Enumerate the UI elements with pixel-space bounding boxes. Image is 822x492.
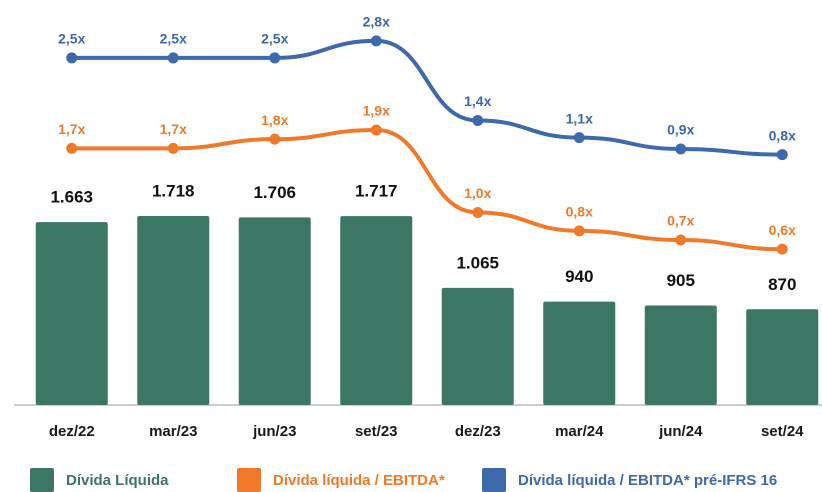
- point-label: 1,8x: [261, 112, 288, 128]
- legend-swatch: [237, 468, 261, 492]
- bar-label: 1.663: [50, 188, 93, 207]
- bar-label: 1.065: [456, 253, 499, 272]
- x-tick-label: mar/23: [149, 423, 197, 440]
- bar-label: 870: [768, 275, 796, 294]
- bar: [35, 222, 108, 405]
- legend-label: Dívida líquida / EBITDA* pré-IFRS 16: [518, 472, 777, 489]
- point-label: 2,5x: [160, 31, 187, 47]
- point: [269, 52, 281, 64]
- bar-label: 1.706: [253, 183, 296, 202]
- bar: [746, 309, 819, 405]
- legend-swatch: [30, 468, 54, 492]
- line: [71, 38, 783, 157]
- point-label: 2,5x: [261, 31, 288, 47]
- point: [167, 52, 179, 64]
- point: [675, 143, 687, 155]
- point-label: 2,5x: [58, 31, 85, 47]
- x-tick-label: jun/23: [252, 423, 296, 440]
- point-label: 0,7x: [667, 213, 694, 229]
- x-tick-label: set/24: [761, 423, 804, 440]
- legend-label: Dívida Líquida: [66, 472, 169, 489]
- point: [573, 132, 585, 144]
- point-label: 1,1x: [566, 110, 593, 126]
- point: [776, 243, 788, 255]
- bar: [340, 216, 413, 405]
- point: [370, 124, 382, 136]
- bar-label: 1.718: [152, 182, 195, 201]
- point-label: 1,7x: [58, 121, 85, 137]
- point: [66, 52, 78, 64]
- bar-label: 940: [565, 267, 593, 286]
- point: [573, 225, 585, 237]
- bar: [137, 216, 210, 405]
- point: [675, 234, 687, 246]
- point-label: 0,9x: [667, 122, 694, 138]
- x-tick-label: dez/23: [455, 423, 501, 440]
- point-label: 1,7x: [160, 121, 187, 137]
- x-tick-label: jun/24: [658, 423, 703, 440]
- line: [71, 127, 783, 252]
- bar: [441, 287, 514, 405]
- bar: [238, 217, 311, 405]
- point-label: 0,8x: [769, 127, 796, 143]
- bar-label: 1.717: [355, 182, 398, 201]
- point: [66, 142, 78, 154]
- point-label: 1,9x: [363, 103, 390, 119]
- point: [472, 115, 484, 127]
- point: [269, 133, 281, 145]
- bar-label: 905: [667, 271, 695, 290]
- point: [167, 142, 179, 154]
- point: [472, 207, 484, 218]
- bar: [644, 305, 717, 405]
- point: [776, 149, 788, 161]
- x-tick-label: dez/22: [49, 423, 95, 440]
- bar: [543, 301, 616, 405]
- point-label: 2,8x: [363, 14, 390, 30]
- x-tick-label: mar/24: [555, 423, 604, 440]
- point-label: 0,8x: [566, 204, 593, 220]
- point-label: 1,0x: [464, 185, 491, 201]
- point: [370, 35, 382, 47]
- legend-swatch: [482, 468, 506, 492]
- point-label: 1,4x: [464, 93, 491, 109]
- legend-label: Dívida líquida / EBITDA*: [273, 472, 445, 489]
- x-tick-label: set/23: [355, 423, 398, 440]
- point-label: 0,6x: [769, 222, 796, 238]
